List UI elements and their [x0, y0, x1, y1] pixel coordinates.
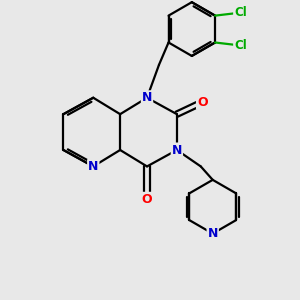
Text: Cl: Cl	[234, 39, 247, 52]
Text: O: O	[142, 193, 152, 206]
Text: N: N	[172, 143, 182, 157]
Text: N: N	[88, 160, 98, 173]
Text: O: O	[197, 96, 208, 109]
Text: Cl: Cl	[234, 6, 247, 19]
Text: N: N	[208, 227, 218, 240]
Text: N: N	[142, 91, 152, 104]
